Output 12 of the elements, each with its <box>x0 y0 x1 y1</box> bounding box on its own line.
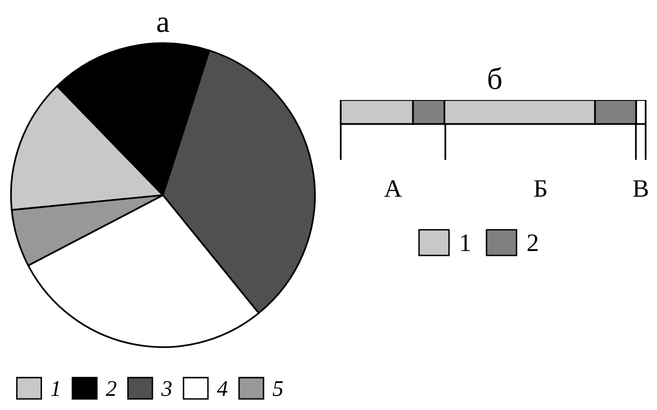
legend-label: 3 <box>161 381 172 396</box>
chart-title: а <box>157 18 170 32</box>
text: В <box>633 180 648 197</box>
legend-label: 2 <box>528 234 538 252</box>
text: Б <box>534 180 546 197</box>
text: А <box>384 180 402 197</box>
legend-label: 1 <box>461 234 470 252</box>
legend-label: 5 <box>272 381 283 396</box>
legend-label: 4 <box>216 381 228 396</box>
chart-title: б <box>488 67 502 90</box>
legend-label: 1 <box>50 381 59 396</box>
legend-label: 2 <box>106 381 116 396</box>
